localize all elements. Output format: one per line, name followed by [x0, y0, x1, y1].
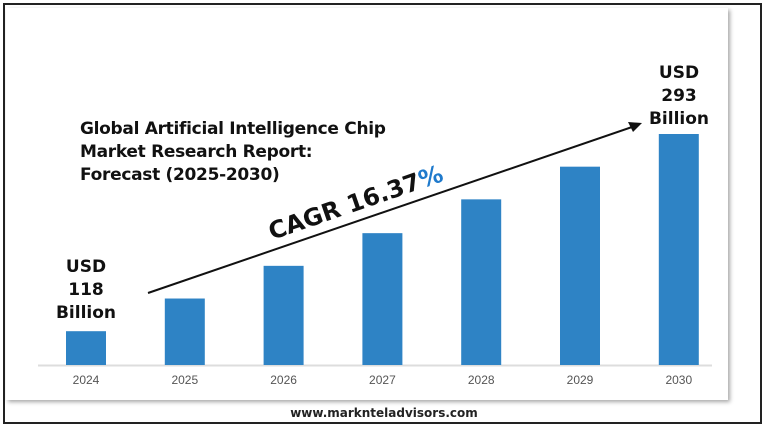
label-line: USD — [65, 257, 107, 277]
start-value-label: USD 118 Billion — [46, 256, 126, 325]
x-tick-label: 2028 — [468, 373, 495, 387]
x-tick-label: 2025 — [171, 373, 198, 387]
title-line: Global Artificial Intelligence Chip — [80, 119, 386, 139]
title-line: Forecast (2025-2030) — [80, 165, 280, 185]
outer-frame — [3, 3, 762, 424]
label-line: 293 — [661, 86, 697, 106]
label-line: Billion — [648, 109, 710, 129]
x-tick-label: 2027 — [369, 373, 396, 387]
bar-2026 — [263, 265, 304, 365]
x-tick-label: 2029 — [567, 373, 594, 387]
bar-2029 — [560, 166, 600, 365]
trend-arrow-head — [628, 122, 642, 132]
footer-url: www.marknteladvisors.com — [290, 406, 478, 420]
label-line: 118 — [68, 280, 104, 300]
bar-2024 — [66, 331, 106, 365]
label-line: Billion — [55, 303, 117, 323]
end-value-label: USD 293 Billion — [639, 62, 719, 131]
title-line: Market Research Report: — [80, 142, 313, 162]
x-tick-label: 2024 — [73, 373, 100, 387]
bar-2030 — [658, 134, 699, 365]
chart-title: Global Artificial Intelligence Chip Mark… — [80, 118, 386, 187]
label-line: USD — [658, 63, 700, 83]
x-tick-label: 2026 — [270, 373, 297, 387]
bar-2025 — [164, 298, 205, 365]
bar-2028 — [461, 199, 502, 365]
trend-arrow-line — [147, 126, 633, 294]
bar-2027 — [362, 233, 403, 365]
x-tick-label: 2030 — [665, 373, 692, 387]
